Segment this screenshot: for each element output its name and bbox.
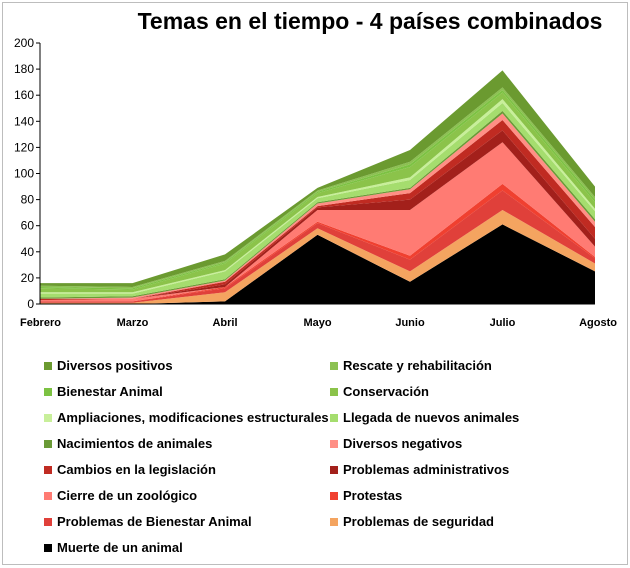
y-tick-label: 200 bbox=[14, 36, 34, 50]
legend-label: Diversos negativos bbox=[343, 436, 463, 451]
y-tick-label: 100 bbox=[14, 167, 34, 181]
x-tick-label: Febrero bbox=[20, 317, 61, 329]
legend-swatch bbox=[44, 439, 52, 448]
y-tick-label: 20 bbox=[21, 271, 35, 285]
area-problemas-administrativos bbox=[40, 130, 595, 301]
legend-item: Nacimientos de animales bbox=[44, 436, 212, 451]
legend-swatch bbox=[330, 491, 338, 500]
legend-label: Protestas bbox=[343, 488, 403, 503]
legend-label: Problemas de Bienestar Animal bbox=[57, 514, 252, 529]
legend-swatch bbox=[330, 439, 338, 448]
x-tick-label: Marzo bbox=[117, 317, 149, 329]
legend-item: Problemas de seguridad bbox=[330, 514, 494, 529]
chart-title: Temas en el tiempo - 4 países combinados bbox=[137, 8, 603, 34]
legend-label: Rescate y rehabilitación bbox=[343, 358, 492, 373]
legend-swatch bbox=[44, 465, 52, 474]
legend-item: Llegada de nuevos animales bbox=[330, 410, 519, 425]
area-cierre-de-un-zoologico bbox=[40, 142, 595, 302]
x-axis-ticks: Febrero Marzo Abril Mayo Junio Julio Agosto bbox=[20, 317, 617, 329]
area-diversos-positivos bbox=[40, 70, 595, 288]
y-tick-label: 80 bbox=[21, 193, 35, 207]
y-tick-label: 60 bbox=[21, 219, 35, 233]
legend-label: Problemas administrativos bbox=[343, 462, 510, 477]
area-muerte-de-un-animal bbox=[40, 224, 595, 304]
legend-swatch bbox=[44, 361, 52, 370]
area-llegada-de-nuevos-animales bbox=[40, 103, 595, 298]
x-tick-label: Junio bbox=[395, 317, 425, 329]
legend-label: Nacimientos de animales bbox=[57, 436, 213, 451]
legend-swatch bbox=[44, 543, 52, 552]
legend-swatch bbox=[330, 387, 338, 396]
legend-swatch bbox=[330, 413, 338, 422]
x-tick-label: Julio bbox=[490, 317, 516, 329]
legend-item: Protestas bbox=[330, 488, 402, 503]
x-tick-label: Agosto bbox=[579, 317, 617, 329]
legend-item: Diversos positivos bbox=[44, 358, 173, 373]
legend-item: Cierre de un zoológico bbox=[44, 488, 197, 503]
y-tick-label: 140 bbox=[14, 114, 34, 128]
legend-swatch bbox=[44, 413, 52, 422]
y-tick-label: 160 bbox=[14, 88, 34, 102]
legend-label: Problemas de seguridad bbox=[343, 514, 494, 529]
chart-plot-area: 0 20 40 60 80 100 120 140 160 180 200 Febrero Marzo… bbox=[14, 36, 617, 329]
legend-item: Problemas administrativos bbox=[330, 462, 509, 477]
legend-label: Conservación bbox=[343, 384, 429, 399]
legend-swatch bbox=[44, 517, 52, 526]
legend-label: Bienestar Animal bbox=[57, 384, 163, 399]
y-tick-label: 40 bbox=[21, 245, 35, 259]
legend-label: Diversos positivos bbox=[57, 358, 173, 373]
legend-item: Problemas de Bienestar Animal bbox=[44, 514, 252, 529]
legend-swatch bbox=[44, 387, 52, 396]
legend-item: Diversos negativos bbox=[330, 436, 462, 451]
legend-label: Cierre de un zoológico bbox=[57, 488, 198, 503]
legend-label: Llegada de nuevos animales bbox=[343, 410, 520, 425]
legend-label: Ampliaciones, modificaciones estructural… bbox=[57, 410, 329, 425]
legend-item: Bienestar Animal bbox=[44, 384, 163, 399]
legend-item: Ampliaciones, modificaciones estructural… bbox=[44, 410, 329, 425]
legend-item: Rescate y rehabilitación bbox=[330, 358, 492, 373]
area-problemas-de-seguridad bbox=[40, 210, 595, 304]
legend-item: Cambios en la legislación bbox=[44, 462, 216, 477]
legend-swatch bbox=[44, 491, 52, 500]
y-axis-ticks: 0 20 40 60 80 100 120 140 160 180 200 bbox=[14, 36, 40, 311]
stacked-areas bbox=[40, 70, 595, 304]
legend-label: Muerte de un animal bbox=[57, 540, 183, 555]
y-tick-label: 0 bbox=[27, 297, 34, 311]
legend-item: Conservación bbox=[330, 384, 429, 399]
x-tick-label: Mayo bbox=[303, 317, 331, 329]
legend-swatch bbox=[330, 361, 338, 370]
legend-label: Cambios en la legislación bbox=[57, 462, 216, 477]
legend-swatch bbox=[330, 465, 338, 474]
y-tick-label: 180 bbox=[14, 62, 34, 76]
legend-swatch bbox=[330, 517, 338, 526]
legend-item: Muerte de un animal bbox=[44, 540, 183, 555]
y-tick-label: 120 bbox=[14, 140, 34, 154]
x-tick-label: Abril bbox=[212, 317, 237, 329]
